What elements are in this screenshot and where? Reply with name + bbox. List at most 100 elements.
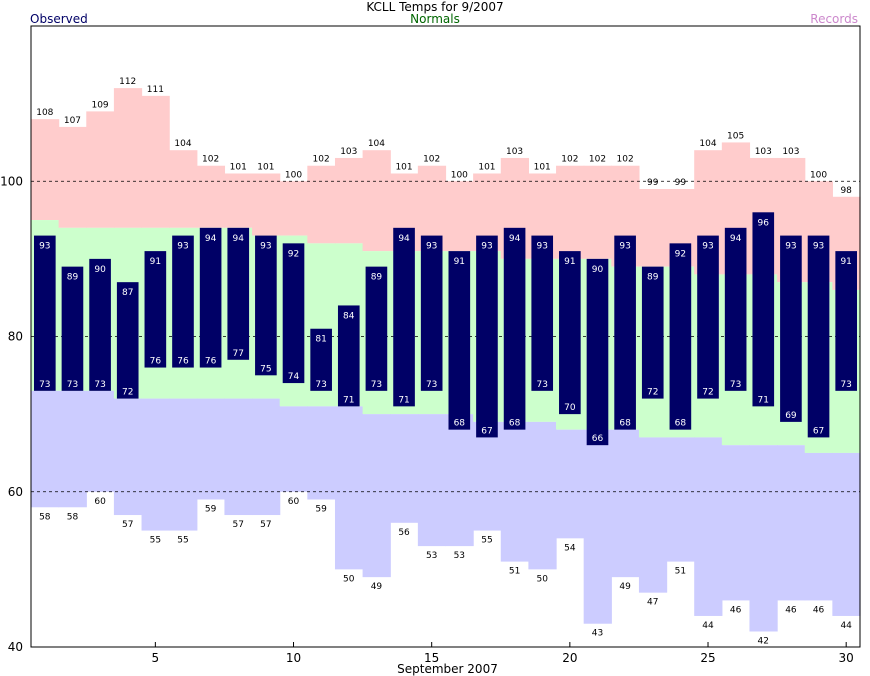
observed-high-label-12: 84: [343, 311, 355, 321]
x-tick-label-30: 30: [839, 651, 854, 665]
record-high-band-21: [583, 165, 612, 259]
observed-low-label-1: 73: [39, 380, 50, 390]
record-high-label-19: 101: [534, 162, 551, 172]
record-low-band-25: [694, 437, 723, 616]
observed-high-label-29: 93: [813, 242, 824, 252]
record-high-label-13: 104: [368, 139, 385, 149]
record-high-label-12: 103: [340, 147, 357, 157]
record-high-label-23: 99: [647, 178, 659, 188]
record-low-label-19: 50: [536, 574, 548, 584]
record-low-band-29: [804, 452, 833, 601]
observed-bar-10: [282, 243, 305, 384]
record-low-label-17: 55: [481, 536, 492, 546]
observed-bar-5: [144, 251, 167, 368]
observed-bar-27: [752, 212, 775, 407]
observed-low-label-5: 76: [150, 357, 162, 367]
observed-high-label-2: 89: [67, 273, 79, 283]
record-low-label-16: 53: [454, 551, 465, 561]
record-low-band-26: [721, 445, 751, 601]
legend-normals: Normals: [410, 12, 460, 26]
observed-low-label-8: 77: [233, 349, 244, 359]
observed-low-label-22: 68: [619, 419, 631, 429]
observed-bar-15: [420, 235, 443, 391]
record-low-label-29: 46: [813, 605, 825, 615]
y-tick-label-40: 40: [8, 640, 23, 654]
record-low-label-4: 57: [122, 520, 133, 530]
record-low-band-30: [832, 452, 861, 616]
record-low-band-10: [279, 406, 308, 492]
record-low-label-8: 57: [233, 520, 244, 530]
observed-bar-4: [116, 282, 139, 399]
record-high-label-24: 99: [675, 178, 687, 188]
observed-high-label-15: 93: [426, 242, 437, 252]
record-low-label-5: 55: [150, 536, 161, 546]
observed-bar-23: [641, 266, 664, 399]
observed-high-label-10: 92: [288, 249, 299, 259]
observed-high-label-3: 90: [94, 265, 106, 275]
observed-low-label-30: 73: [840, 380, 851, 390]
observed-high-label-7: 94: [205, 234, 217, 244]
observed-high-label-6: 93: [177, 242, 188, 252]
record-low-label-23: 47: [647, 598, 658, 608]
observed-high-label-24: 92: [675, 249, 686, 259]
record-low-label-2: 58: [67, 512, 79, 522]
observed-bar-21: [586, 258, 609, 446]
observed-high-label-5: 91: [150, 257, 161, 267]
grid-layer: [31, 180, 860, 493]
observed-bar-25: [697, 235, 719, 399]
record-low-band-16: [445, 414, 474, 547]
observed-bar-26: [724, 227, 747, 391]
observed-low-label-29: 67: [813, 426, 824, 436]
record-high-band-13: [362, 150, 391, 252]
record-high-label-3: 109: [91, 100, 108, 110]
record-high-label-11: 102: [313, 155, 330, 165]
observed-high-label-4: 87: [122, 288, 133, 298]
record-low-label-10: 60: [288, 497, 300, 507]
record-low-band-28: [777, 445, 806, 601]
record-high-label-30: 98: [840, 186, 852, 196]
record-low-label-28: 46: [785, 605, 797, 615]
observed-low-label-9: 75: [260, 364, 271, 374]
record-low-label-26: 46: [730, 605, 742, 615]
record-low-band-23: [638, 437, 668, 593]
observed-bar-12: [337, 305, 360, 407]
observed-bar-3: [89, 258, 111, 391]
record-high-label-1: 108: [36, 108, 53, 118]
y-tick-label-100: 100: [0, 174, 23, 188]
observed-low-label-12: 71: [343, 395, 354, 405]
record-low-label-27: 42: [758, 636, 769, 646]
record-high-band-7: [196, 165, 226, 228]
observed-high-label-27: 96: [758, 218, 770, 228]
record-low-band-17: [473, 421, 502, 531]
record-high-label-10: 100: [285, 170, 302, 180]
observed-high-label-19: 93: [536, 242, 547, 252]
record-high-label-14: 101: [395, 162, 412, 172]
observed-high-label-16: 91: [454, 257, 465, 267]
record-high-label-25: 104: [699, 139, 716, 149]
observed-bar-24: [669, 243, 692, 430]
record-low-band-7: [196, 398, 226, 500]
record-high-label-2: 107: [64, 116, 81, 126]
legend-records: Records: [810, 12, 858, 26]
observed-low-label-21: 66: [592, 434, 604, 444]
observed-bar-7: [199, 227, 222, 368]
record-high-label-17: 101: [478, 162, 495, 172]
observed-bar-22: [614, 235, 636, 430]
record-low-label-7: 59: [205, 505, 217, 515]
record-low-label-25: 44: [702, 621, 714, 631]
observed-low-label-16: 68: [454, 419, 466, 429]
observed-high-label-1: 93: [39, 242, 50, 252]
observed-bar-2: [61, 266, 84, 391]
observed-low-label-4: 72: [122, 388, 133, 398]
observed-low-label-17: 67: [481, 426, 492, 436]
record-high-label-18: 103: [506, 147, 523, 157]
record-high-label-28: 103: [782, 147, 799, 157]
observed-high-label-26: 94: [730, 234, 742, 244]
y-tick-label-80: 80: [8, 330, 23, 344]
record-high-label-21: 102: [589, 155, 606, 165]
observed-high-label-14: 94: [398, 234, 410, 244]
record-low-band-20: [556, 429, 585, 539]
observed-high-label-20: 91: [564, 257, 575, 267]
record-low-band-15: [417, 414, 447, 547]
observed-high-label-8: 94: [233, 234, 245, 244]
